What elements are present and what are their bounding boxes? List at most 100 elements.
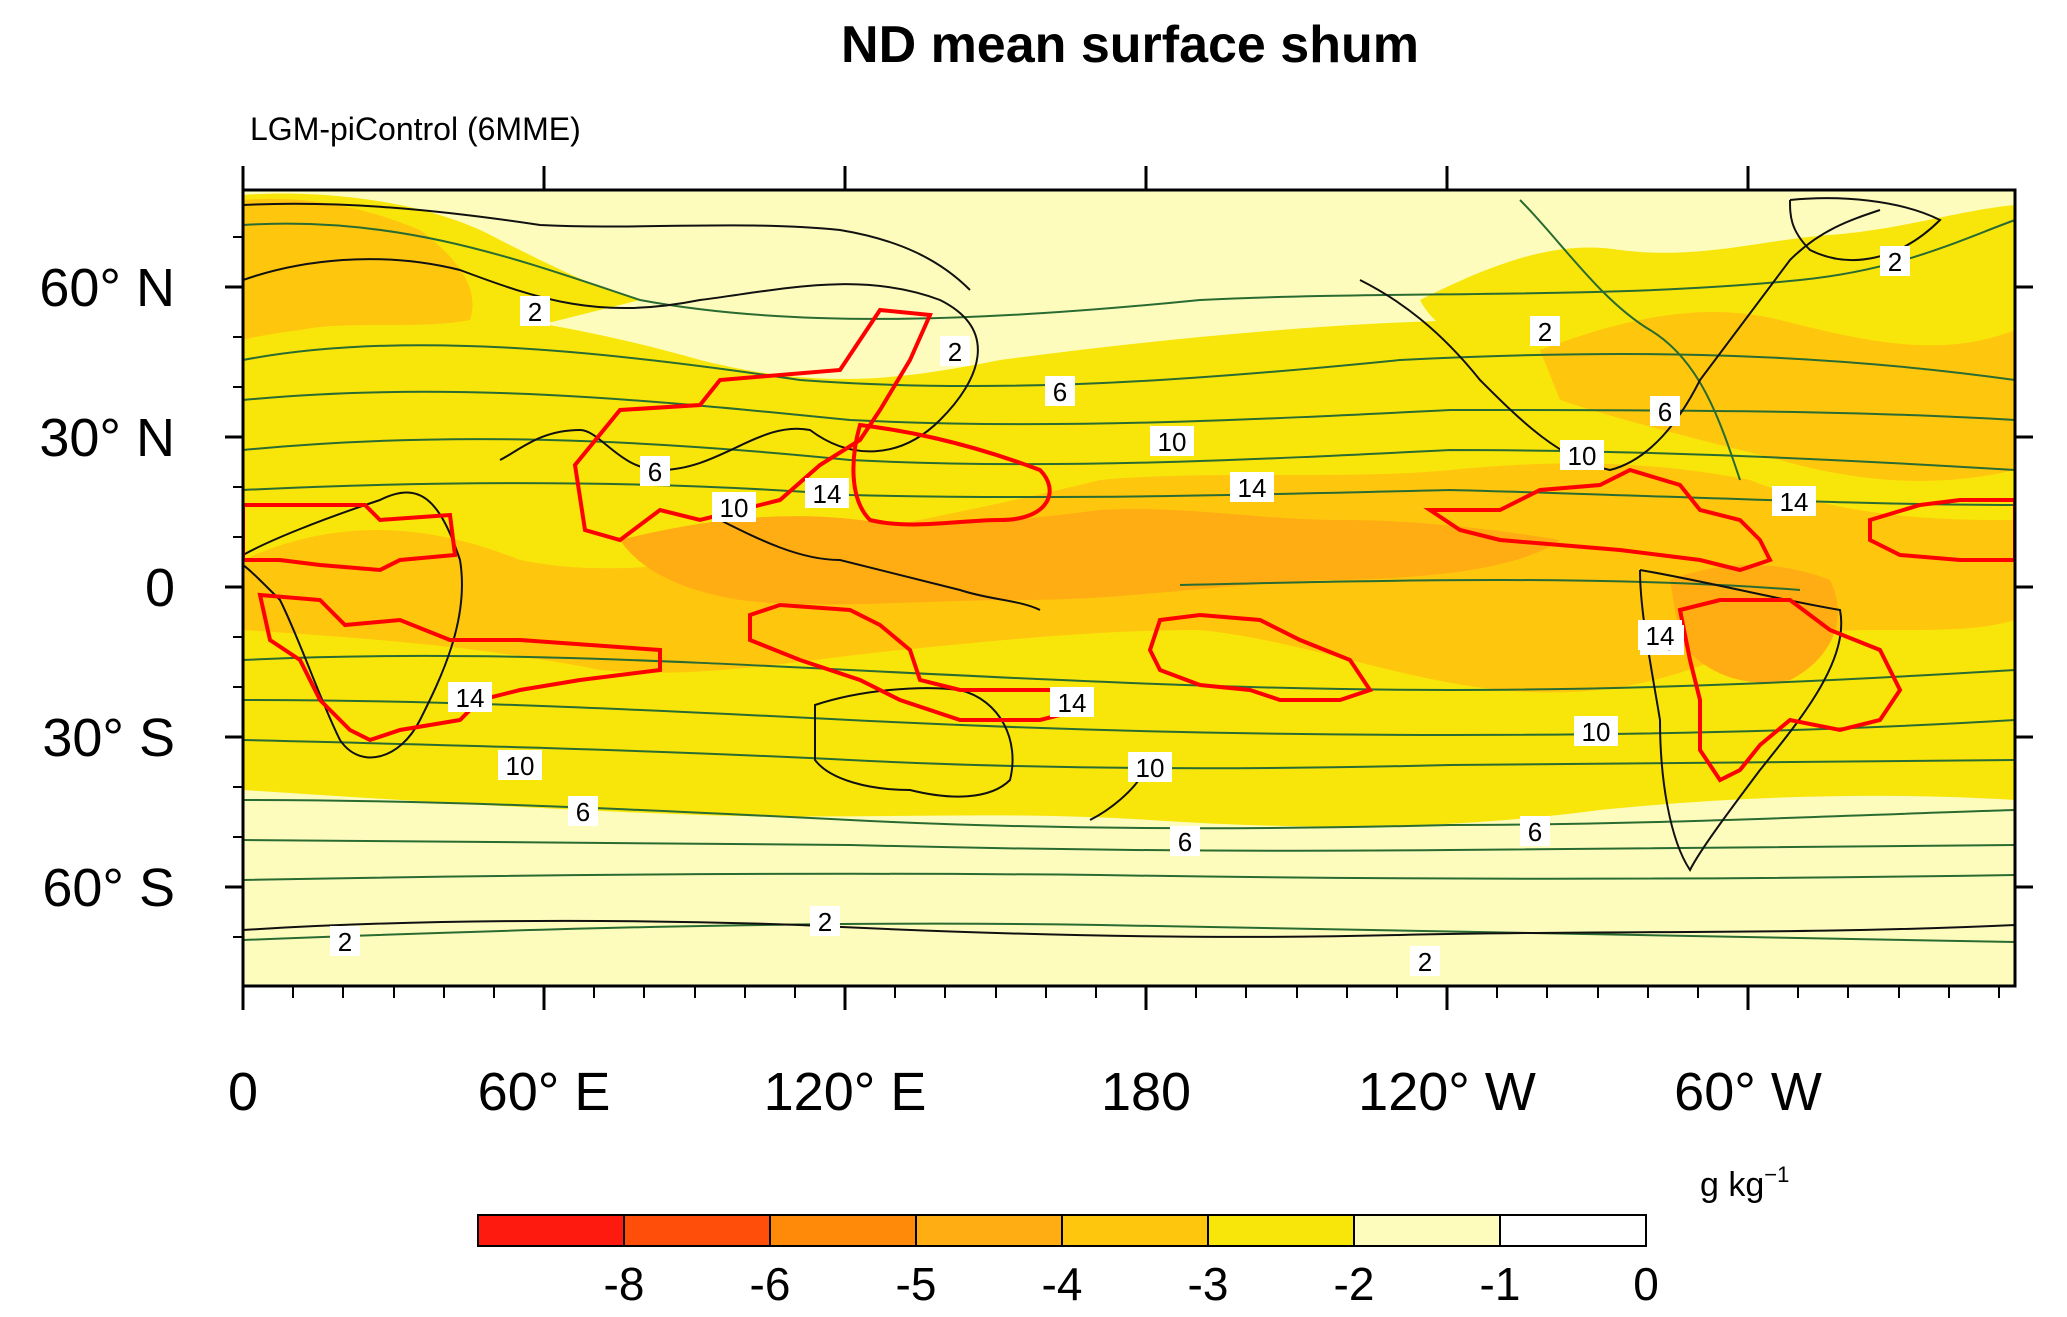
contour-line (243, 699, 2015, 737)
svg-text:2: 2 (818, 907, 832, 937)
contour-line (243, 344, 2015, 388)
svg-text:6: 6 (1178, 827, 1192, 857)
colorbar-tick-label: 0 (1633, 1258, 1659, 1310)
svg-text:10: 10 (1582, 717, 1611, 747)
contour-line (243, 219, 2015, 320)
coast-antarctica (243, 919, 2015, 938)
contour-line (243, 922, 2015, 943)
svg-text:14: 14 (1238, 473, 1267, 503)
colorbar-cell (623, 1214, 771, 1247)
contour-label: 10 (1150, 426, 1194, 457)
svg-text:14: 14 (1780, 487, 1809, 517)
contour-label: 10 (1560, 440, 1604, 471)
anomaly-fill-orange (620, 508, 1560, 605)
colorbar-cell (915, 1214, 1063, 1247)
lon-label: 120° W (1358, 1062, 1536, 1122)
svg-text:14: 14 (813, 479, 842, 509)
sig-region-africa-n (243, 503, 458, 573)
colorbar-tick-label: -2 (1334, 1258, 1375, 1310)
colorbar-tick-label: -5 (896, 1258, 937, 1310)
sig-region-atlantic (1868, 498, 2015, 562)
coast-maritime (719, 519, 1041, 611)
contour-label: 2 (940, 336, 970, 367)
colorbar-tick-label: -1 (1480, 1258, 1521, 1310)
contour-label: 2 (520, 296, 550, 327)
contour-label: 14 (1772, 486, 1816, 517)
contour-label: 2 (1410, 946, 1440, 977)
contour-line (243, 482, 2015, 506)
coast-north-eurasia (243, 202, 971, 291)
lon-label: 60° E (478, 1062, 611, 1122)
lat-labels: 60° N 30° N 0 30° S 60° S (39, 258, 175, 918)
colorbar-cell (1061, 1214, 1209, 1247)
svg-text:6: 6 (1658, 397, 1672, 427)
coast-north-america (1359, 209, 1881, 472)
colorbar-cell (1499, 1214, 1647, 1247)
svg-text:6: 6 (648, 457, 662, 487)
contour-label: 10 (712, 492, 756, 523)
contour-label: 6 (1650, 396, 1680, 427)
coast-africa (243, 491, 463, 759)
contour-line (243, 390, 2015, 426)
sig-region-africa-s (257, 592, 662, 743)
sig-region-wpac (851, 422, 1052, 527)
lat-label: 30° N (39, 408, 175, 468)
anomaly-fill-gold-north (243, 198, 473, 340)
coast-south-america (1639, 569, 1843, 872)
lat-label: 60° N (39, 258, 175, 318)
coast-australia (814, 687, 1014, 798)
contour-label: 2 (810, 906, 840, 937)
contour-line (1519, 199, 1741, 481)
lat-label: 30° S (42, 708, 175, 768)
svg-text:2: 2 (338, 927, 352, 957)
map-panel (243, 190, 2015, 986)
contour-label: 10 (1574, 716, 1618, 747)
svg-text:2: 2 (528, 297, 542, 327)
lon-label: 180 (1101, 1062, 1191, 1122)
colorbar-tick-label: -4 (1042, 1258, 1083, 1310)
sig-region-scpac (1147, 612, 1374, 702)
colorbar-cell (477, 1214, 625, 1247)
contour-label-layer: 2 2 2 2 2 2 2 6 6 6 6 6 6 10 10 10 10 10… (330, 246, 1910, 977)
lat-label: 60° S (42, 858, 175, 918)
lon-labels: 0 60° E 120° E 180 120° W 60° W (228, 1062, 1822, 1122)
coast-eurasia (243, 258, 979, 472)
contour-label: 6 (1520, 816, 1550, 847)
colorbar-cell (1207, 1214, 1355, 1247)
colorbar-units: g kg−1 (1700, 1162, 1789, 1204)
svg-text:2: 2 (1538, 317, 1552, 347)
svg-text:6: 6 (1528, 817, 1542, 847)
significance-outlines (243, 307, 2015, 783)
contour-label: 14 (805, 478, 849, 509)
colorbar: g kg−1 -8 -6 -5 -4 -3 -2 -1 0 (477, 1162, 1789, 1310)
contour-line (243, 799, 2015, 830)
colorbar-tick-label: -3 (1188, 1258, 1229, 1310)
sig-region-epac (1423, 467, 1773, 573)
svg-text:14: 14 (456, 683, 485, 713)
sig-region-samerica (1677, 598, 1903, 783)
contour-label: 2 (1530, 316, 1560, 347)
lon-label: 60° W (1674, 1062, 1822, 1122)
contour-label: 6 (640, 456, 670, 487)
map-subtitle: LGM-piControl (6MME) (250, 111, 581, 147)
colorbar-cell (769, 1214, 917, 1247)
contour-label: 14 (1638, 620, 1682, 651)
svg-text:10: 10 (506, 751, 535, 781)
contour-label: 14 (1230, 472, 1274, 503)
contour-label: 10 (1128, 752, 1172, 783)
colorbar-cell (1353, 1214, 1501, 1247)
colorbar-cells (477, 1214, 1647, 1247)
contour-label: 14 (448, 682, 492, 713)
colorbar-tick-label: -6 (750, 1258, 791, 1310)
svg-text:6: 6 (1053, 377, 1067, 407)
svg-text:6: 6 (576, 797, 590, 827)
anomaly-fill-orange-sa (1670, 565, 1838, 683)
contour-label: 14 (1050, 687, 1094, 718)
lat-label: 0 (145, 558, 175, 618)
svg-text:14: 14 (1646, 621, 1675, 651)
contour-line (243, 654, 2015, 692)
contour-line (243, 438, 2015, 471)
svg-text:2: 2 (948, 337, 962, 367)
svg-text:10: 10 (720, 493, 749, 523)
